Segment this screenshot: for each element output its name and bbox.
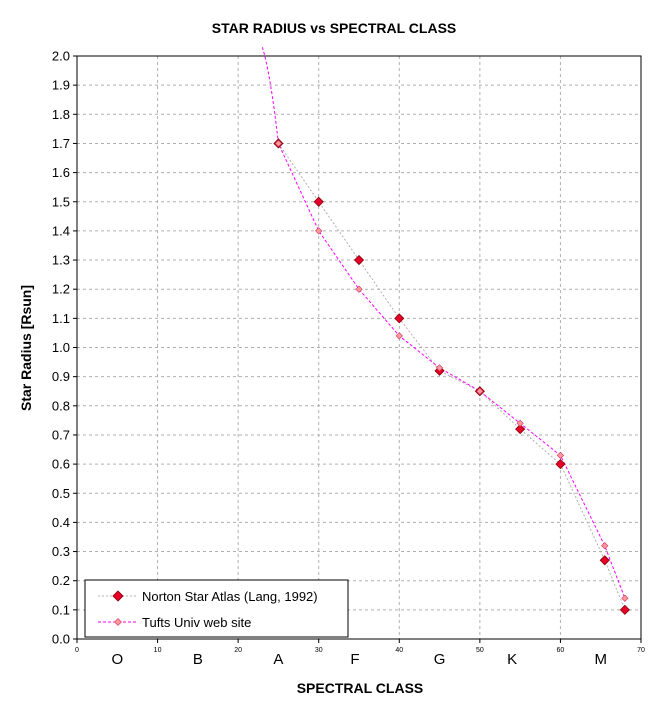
y-tick-label: 1.8 xyxy=(52,107,70,122)
x-tick-label: 0 xyxy=(75,647,79,654)
y-tick-label: 1.2 xyxy=(52,282,70,297)
series-line-tufts xyxy=(261,47,626,599)
point-norton xyxy=(515,424,526,435)
y-tick-label: 0.0 xyxy=(52,632,70,647)
y-tick-label: 0.6 xyxy=(52,457,70,472)
x-axis-ticks: 0 10 20 30 40 50 60 70 xyxy=(75,639,645,654)
y-tick-label: 0.5 xyxy=(52,486,70,501)
point-tufts xyxy=(315,227,323,235)
x-tick-label: 40 xyxy=(395,647,403,654)
legend-marker-norton xyxy=(112,590,124,602)
y-tick-label: 0.7 xyxy=(52,427,70,442)
y-tick-label: 0.4 xyxy=(52,515,70,530)
y-tick-label: 1.7 xyxy=(52,136,70,151)
point-norton xyxy=(313,196,324,207)
x-tick-label: 30 xyxy=(315,647,323,654)
legend-label-norton: Norton Star Atlas (Lang, 1992) xyxy=(142,589,318,604)
x-axis-label: SPECTRAL CLASS xyxy=(297,680,424,696)
y-tick-label: 0.8 xyxy=(52,398,70,413)
y-tick-label: 0.9 xyxy=(52,369,70,384)
class-label-f: F xyxy=(350,651,359,668)
x-tick-label: 50 xyxy=(476,647,484,654)
chart-title: STAR RADIUS vs SPECTRAL CLASS xyxy=(212,20,457,36)
y-tick-label: 2.0 xyxy=(52,49,70,64)
y-axis-ticks: 0.0 0.1 0.2 0.3 0.4 0.5 0.6 0.7 0.8 0.9 1.0 1.1 1.2 1… xyxy=(52,49,77,647)
class-label-a: A xyxy=(273,651,283,668)
point-norton xyxy=(353,254,365,266)
grid xyxy=(77,56,641,639)
y-tick-label: 1.5 xyxy=(52,194,70,209)
y-axis-label: Star Radius [Rsun] xyxy=(18,285,34,411)
y-tick-label: 1.9 xyxy=(52,78,70,93)
class-label-o: O xyxy=(111,651,123,668)
x-tick-label: 70 xyxy=(637,647,645,654)
point-tufts xyxy=(556,451,565,459)
class-label-k: K xyxy=(507,651,517,668)
y-tick-label: 0.3 xyxy=(52,544,70,559)
point-tufts xyxy=(621,594,629,602)
y-tick-label: 1.3 xyxy=(52,253,70,268)
x-tick-label: 20 xyxy=(234,647,242,654)
point-tufts xyxy=(395,332,403,340)
x-tick-label: 60 xyxy=(557,647,565,654)
point-tufts xyxy=(516,419,524,427)
y-tick-label: 1.0 xyxy=(52,340,70,355)
legend: Norton Star Atlas (Lang, 1992) Tufts Uni… xyxy=(84,579,349,638)
point-tufts xyxy=(435,364,444,372)
legend-box xyxy=(84,579,349,638)
point-norton xyxy=(555,459,566,470)
point-norton xyxy=(619,604,630,615)
series-layer xyxy=(261,47,630,615)
legend-marker-tufts xyxy=(114,618,122,626)
y-tick-label: 1.4 xyxy=(52,223,70,238)
point-norton xyxy=(599,555,610,566)
legend-label-tufts: Tufts Univ web site xyxy=(142,615,251,630)
y-tick-label: 1.1 xyxy=(52,311,70,326)
class-label-g: G xyxy=(434,651,446,668)
series-line-norton xyxy=(278,143,626,611)
y-tick-label: 0.1 xyxy=(52,602,70,617)
point-tufts xyxy=(355,285,363,293)
class-label-b: B xyxy=(193,651,203,668)
point-tufts xyxy=(601,542,609,550)
point-norton xyxy=(394,313,405,324)
class-label-m: M xyxy=(594,651,607,668)
y-tick-label: 1.6 xyxy=(52,165,70,180)
x-tick-label: 10 xyxy=(154,647,162,654)
y-tick-label: 0.2 xyxy=(52,573,70,588)
point-tufts xyxy=(476,387,484,395)
point-tufts xyxy=(274,139,283,148)
